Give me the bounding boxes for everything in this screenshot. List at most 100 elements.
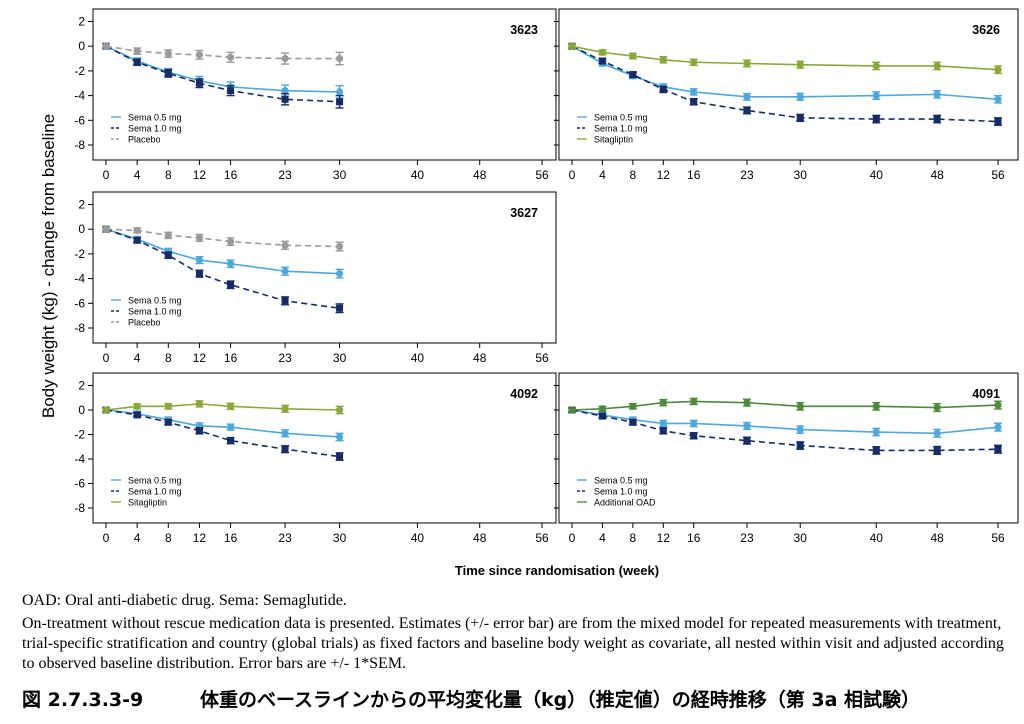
x-tick-label: 16 [224,531,238,545]
data-point [133,411,141,419]
data-point [743,399,751,407]
data-point [227,437,235,445]
panel-title: 3627 [510,206,538,220]
data-point [568,42,576,50]
x-tick-label: 30 [794,531,808,545]
data-point [195,400,204,408]
data-point [281,405,289,413]
data-point [568,406,576,414]
series-line [571,400,999,411]
data-point [743,93,751,101]
legend-label: Sema 1.0 mg [128,124,182,134]
y-tick-label: -8 [74,321,85,335]
data-point [659,56,667,64]
data-point [335,54,344,63]
data-point [335,88,344,96]
x-tick-label: 4 [599,168,606,182]
x-tick-label: 16 [687,168,701,182]
data-point [226,423,235,431]
data-point [102,406,110,414]
data-point [933,403,941,412]
data-point [133,236,141,244]
x-tick-label: 0 [103,168,110,182]
panel-title: 3626 [972,23,1000,37]
data-point [133,58,141,66]
data-point [933,90,941,98]
data-point [872,428,880,436]
x-tick-label: 56 [991,168,1005,182]
x-tick-label: 12 [193,168,207,182]
panel-frame [558,372,1019,524]
data-point [796,402,804,410]
data-point [796,442,804,450]
data-point [994,445,1002,453]
y-tick-label: -2 [74,247,85,261]
x-tick-label: 56 [535,531,549,545]
legend-label: Additional OAD [594,498,656,508]
data-point [690,432,698,440]
x-tick-label: 23 [740,168,754,182]
panel-title: 3623 [510,23,538,37]
data-point [659,427,667,435]
data-point [164,69,172,77]
y-tick-label: -4 [74,89,85,103]
x-tick-label: 12 [193,531,207,545]
x-tick-label: 30 [333,351,347,365]
y-tick-label: -8 [74,501,85,515]
x-tick-label: 8 [630,531,637,545]
y-tick-label: 0 [78,222,85,236]
data-point [226,402,235,410]
legend-label: Sitagliptin [594,135,633,145]
x-tick-label: 56 [535,351,549,365]
data-point [195,51,204,59]
data-point [659,399,667,407]
data-point [690,58,698,66]
x-tick-label: 4 [599,531,606,545]
x-tick-label: 12 [657,168,671,182]
data-point [933,62,941,70]
x-tick-label: 23 [278,531,292,545]
data-point [796,114,804,122]
data-point [281,95,289,103]
x-tick-label: 0 [103,351,110,365]
data-point [281,429,289,437]
legend-label: Sema 0.5 mg [594,113,648,123]
data-point [133,47,141,55]
data-point [102,225,110,233]
x-tick-label: 56 [535,168,549,182]
y-tick-label: -6 [74,477,85,491]
x-tick-label: 12 [657,531,671,545]
data-point [133,402,141,410]
y-axis-label: Body weight (kg) - change from baseline [39,114,58,418]
data-point [933,115,941,123]
y-tick-label: -6 [74,113,85,127]
x-tick-label: 16 [687,531,701,545]
series-line [105,228,340,275]
legend-label: Sema 1.0 mg [594,487,648,497]
x-tick-label: 4 [134,351,141,365]
data-point [281,87,289,95]
panel-frame [92,8,557,161]
series-line [105,45,340,93]
x-tick-label: 40 [411,351,425,365]
data-point [933,429,941,437]
data-point [336,98,344,106]
x-tick-label: 0 [569,531,576,545]
legend-label: Sema 0.5 mg [128,113,182,123]
legend-label: Sema 0.5 mg [128,476,182,486]
panel-title: 4092 [510,387,538,401]
x-tick-label: 8 [630,168,637,182]
data-point [281,297,289,305]
data-point [872,92,880,100]
x-tick-label: 30 [333,531,347,545]
x-tick-label: 8 [165,531,172,545]
data-point [335,433,344,441]
data-point [796,61,804,69]
x-tick-label: 23 [740,531,754,545]
series-line [571,45,999,123]
data-point [281,241,289,249]
legend-label: Sema 1.0 mg [128,307,182,317]
data-point [164,402,172,410]
